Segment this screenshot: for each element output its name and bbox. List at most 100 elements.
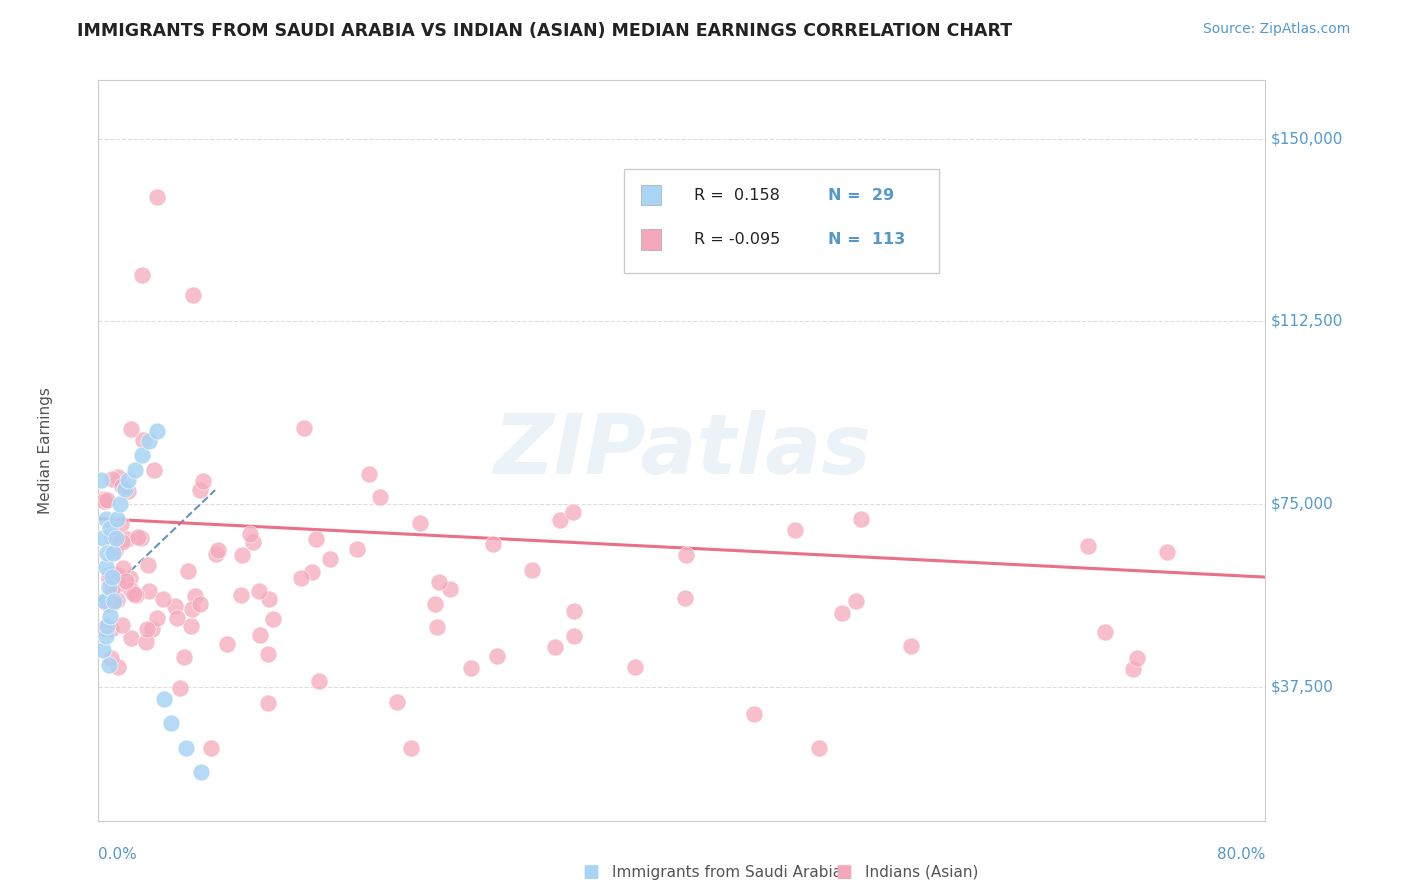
Point <box>105 511 128 525</box>
Point <box>1094 624 1116 639</box>
Point <box>94 560 117 574</box>
Point <box>346 542 368 557</box>
Point <box>107 659 129 673</box>
Point <box>460 661 482 675</box>
Point <box>110 497 132 511</box>
Point <box>482 536 505 550</box>
Point <box>115 574 138 588</box>
Point <box>100 566 122 581</box>
Point <box>1122 662 1144 676</box>
Point <box>231 548 253 562</box>
Point <box>132 434 155 448</box>
Point <box>204 547 226 561</box>
Point <box>100 622 122 636</box>
Point <box>785 523 807 537</box>
Point <box>207 543 229 558</box>
Point <box>131 268 153 282</box>
Point <box>368 490 391 504</box>
Point <box>256 647 278 661</box>
Point <box>426 620 449 634</box>
Point <box>142 463 165 477</box>
Point <box>851 512 873 526</box>
Point <box>94 628 117 642</box>
Point <box>439 582 461 597</box>
Point <box>173 650 195 665</box>
Text: Immigrants from Saudi Arabia: Immigrants from Saudi Arabia <box>612 865 842 880</box>
Point <box>90 473 112 487</box>
Point <box>845 594 868 608</box>
Point <box>257 591 280 606</box>
Point <box>256 696 278 710</box>
Point <box>97 580 120 594</box>
Point <box>808 740 831 755</box>
Point <box>94 511 117 525</box>
Point <box>96 619 118 633</box>
Point <box>93 494 115 508</box>
Point <box>101 546 124 560</box>
Point <box>624 660 647 674</box>
Point <box>111 479 134 493</box>
Text: ■: ■ <box>835 863 852 881</box>
Point <box>107 568 129 582</box>
Point <box>177 564 200 578</box>
Text: IMMIGRANTS FROM SAUDI ARABIA VS INDIAN (ASIAN) MEDIAN EARNINGS CORRELATION CHART: IMMIGRANTS FROM SAUDI ARABIA VS INDIAN (… <box>77 22 1012 40</box>
Point <box>1125 650 1147 665</box>
Point <box>96 597 118 611</box>
Point <box>110 534 132 549</box>
Point <box>100 570 122 584</box>
Text: Indians (Asian): Indians (Asian) <box>865 865 979 880</box>
Point <box>98 571 121 585</box>
Point <box>301 565 323 579</box>
Bar <box>641 185 661 205</box>
Point <box>153 691 176 706</box>
Point <box>120 422 142 436</box>
Point <box>180 602 202 616</box>
Point <box>101 596 124 610</box>
Point <box>98 521 121 535</box>
Point <box>160 716 183 731</box>
Point <box>101 582 124 597</box>
Point <box>138 558 160 572</box>
Point <box>675 548 697 562</box>
Point <box>520 563 543 577</box>
Point <box>146 424 169 438</box>
Point <box>96 492 118 507</box>
Point <box>290 571 312 585</box>
Point <box>485 649 508 664</box>
Point <box>93 621 115 635</box>
Point <box>103 594 125 608</box>
Text: 80.0%: 80.0% <box>1218 847 1265 862</box>
Point <box>180 619 202 633</box>
Text: Source: ZipAtlas.com: Source: ZipAtlas.com <box>1202 22 1350 37</box>
Point <box>117 473 139 487</box>
Point <box>97 657 120 672</box>
Point <box>129 531 152 545</box>
Point <box>107 577 129 591</box>
Bar <box>641 229 661 250</box>
Point <box>93 594 115 608</box>
Point <box>831 606 853 620</box>
Point <box>101 472 124 486</box>
Point <box>174 740 197 755</box>
Point <box>305 532 328 546</box>
Point <box>217 638 239 652</box>
Point <box>110 517 132 532</box>
Point <box>169 681 191 695</box>
Point <box>562 629 585 643</box>
Point <box>135 635 157 649</box>
Point <box>359 467 381 482</box>
Point <box>124 463 146 477</box>
Text: R = -0.095: R = -0.095 <box>693 232 780 247</box>
Point <box>249 583 271 598</box>
Point <box>742 707 765 722</box>
Point <box>200 740 222 755</box>
Point <box>107 470 129 484</box>
Point <box>111 618 134 632</box>
Point <box>385 695 408 709</box>
Text: N =  113: N = 113 <box>828 232 905 247</box>
Point <box>229 588 252 602</box>
Text: ZIPatlas: ZIPatlas <box>494 410 870 491</box>
Point <box>98 609 121 624</box>
Point <box>562 604 585 618</box>
Point <box>249 628 271 642</box>
